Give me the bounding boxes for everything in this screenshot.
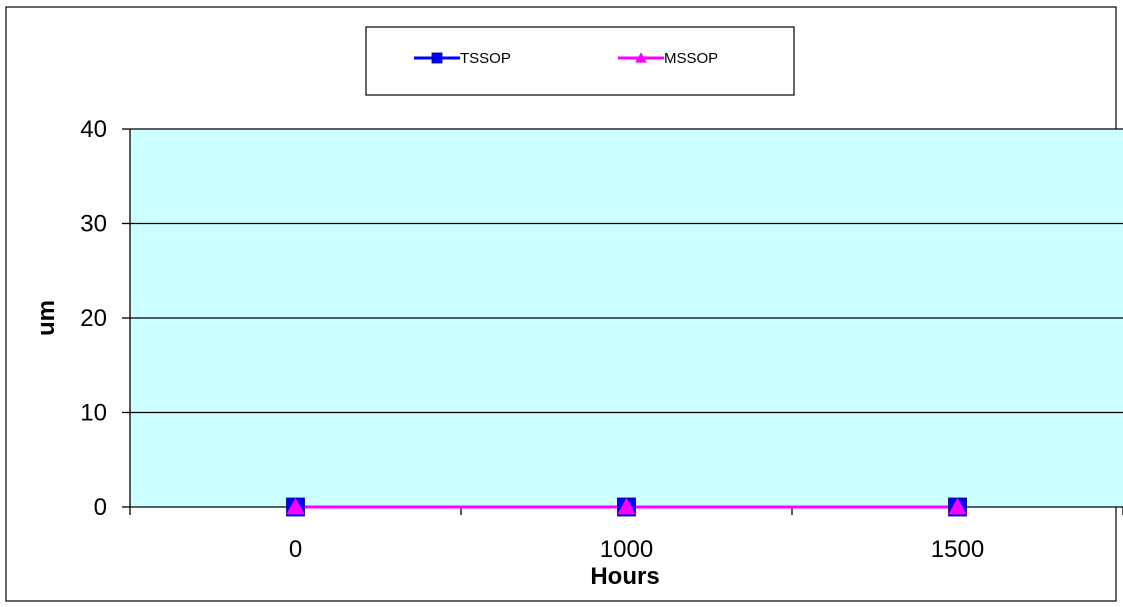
legend-label: TSSOP xyxy=(460,50,511,67)
x-tick-label: 1500 xyxy=(931,536,984,563)
legend: TSSOP MSSOP xyxy=(365,26,795,96)
x-tick-label: 1000 xyxy=(600,536,653,563)
y-axis-ticks: 0 10 20 30 40 xyxy=(80,116,130,521)
legend-box xyxy=(365,26,795,96)
y-axis-title: um xyxy=(33,300,60,336)
legend-swatch-marker xyxy=(635,52,647,63)
legend-items: TSSOP MSSOP xyxy=(414,50,718,67)
y-tick-label: 30 xyxy=(80,211,107,238)
legend-item-tssop: TSSOP xyxy=(414,50,511,67)
legend-label: MSSOP xyxy=(664,50,718,67)
legend-item-mssop: MSSOP xyxy=(618,50,718,67)
data-point-mssop xyxy=(948,497,967,515)
legend-swatch-marker xyxy=(431,52,443,64)
y-tick-label: 10 xyxy=(80,400,107,427)
y-tick-label: 40 xyxy=(80,116,107,143)
y-tick-label: 0 xyxy=(94,494,107,521)
x-tick-label: 0 xyxy=(289,536,302,563)
y-tick-label: 20 xyxy=(80,305,107,332)
gridlines xyxy=(130,128,1123,414)
data-point-mssop xyxy=(286,497,305,515)
x-axis-ticks: 0 1000 1500 xyxy=(129,507,1123,563)
x-axis-title: Hours xyxy=(590,563,659,590)
data-point-mssop xyxy=(617,497,636,515)
series-markers xyxy=(286,497,967,517)
